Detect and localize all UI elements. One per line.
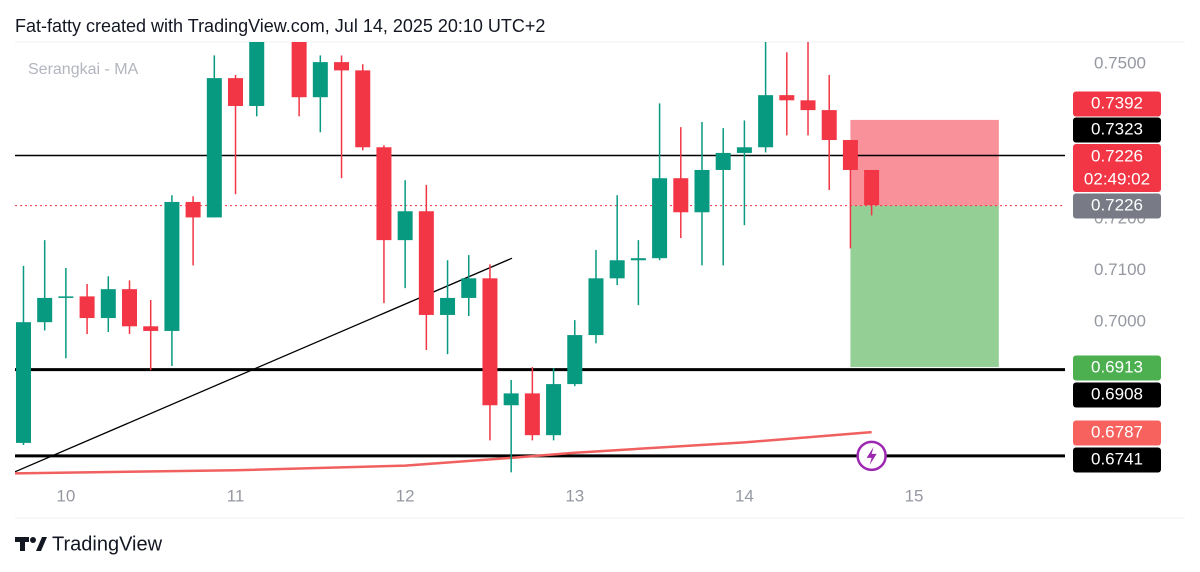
x-tick-label: 12 — [396, 486, 415, 505]
y-tick-label: 0.7100 — [1094, 260, 1146, 279]
candle-body — [334, 62, 350, 71]
candle-body — [503, 393, 519, 406]
level-label-box — [1073, 447, 1161, 473]
candle-body — [609, 260, 625, 279]
plot — [15, 42, 1065, 475]
ma-label-box — [1073, 420, 1161, 446]
stop-label: 0.7392 — [1091, 93, 1143, 112]
candle-body — [15, 322, 31, 443]
ma-label: 0.6787 — [1091, 422, 1143, 441]
candle-body — [418, 211, 434, 315]
candle-body — [397, 211, 413, 241]
candle-body — [249, 42, 265, 106]
candle-body — [58, 296, 74, 298]
candle-body — [736, 147, 752, 153]
x-tick-label: 13 — [565, 486, 584, 505]
candle-body — [355, 70, 371, 148]
entry-label-box — [1073, 193, 1161, 219]
candle-body — [482, 278, 498, 406]
candle-body — [291, 42, 307, 98]
candle-body — [673, 178, 689, 213]
candle-body — [228, 78, 244, 106]
candle-body — [842, 140, 858, 170]
candle-body — [100, 289, 116, 319]
legend: Serangkai - MA — [28, 61, 139, 78]
candle-body — [143, 326, 159, 331]
candle-body — [567, 335, 583, 385]
candle-body — [37, 297, 53, 323]
target-zone — [850, 205, 999, 368]
candle-body — [546, 384, 562, 436]
level-label: 0.6741 — [1091, 449, 1143, 468]
candle-body — [694, 169, 710, 213]
candle-body — [164, 201, 180, 331]
brand: TradingView — [52, 533, 163, 555]
candle-body — [779, 95, 795, 101]
y-tick-label: 0.7500 — [1094, 54, 1146, 73]
x-tick-label: 14 — [735, 486, 754, 505]
candle-body — [652, 178, 668, 259]
stop-label-box — [1073, 91, 1161, 117]
candle-body — [630, 258, 646, 261]
brand-logo — [15, 537, 47, 551]
last-price-label: 0.7226 — [1091, 146, 1143, 165]
candle-body — [715, 152, 731, 170]
candle-body — [758, 95, 774, 148]
target-label-box — [1073, 355, 1161, 381]
level-label-box — [1073, 382, 1161, 408]
candle-body — [461, 278, 477, 298]
candle-body — [588, 278, 604, 336]
countdown-label: 02:49:02 — [1084, 169, 1150, 188]
level-label-box — [1073, 117, 1161, 143]
target-label: 0.6913 — [1091, 357, 1143, 376]
candle-body — [821, 110, 837, 141]
x-tick-label: 15 — [905, 486, 924, 505]
candle-body — [121, 289, 137, 327]
last-price-box — [1073, 144, 1161, 192]
candle-body — [79, 296, 95, 319]
y-tick-label: 0.7000 — [1094, 312, 1146, 331]
x-tick-label: 11 — [227, 486, 245, 505]
candle-body — [524, 393, 540, 436]
candle-body — [864, 169, 880, 206]
candle-body — [185, 201, 201, 218]
entry-label: 0.7226 — [1091, 195, 1143, 214]
level-label: 0.6908 — [1091, 384, 1143, 403]
candle-body — [800, 100, 816, 111]
chart-title: Fat-fatty created with TradingView.com, … — [15, 16, 545, 36]
candle-body — [376, 147, 392, 241]
candle-body — [312, 62, 328, 98]
x-tick-label: 10 — [56, 486, 75, 505]
candle-body — [440, 297, 456, 315]
candle-body — [206, 78, 222, 218]
alert-icon — [866, 446, 877, 465]
level-label: 0.7323 — [1091, 119, 1143, 138]
